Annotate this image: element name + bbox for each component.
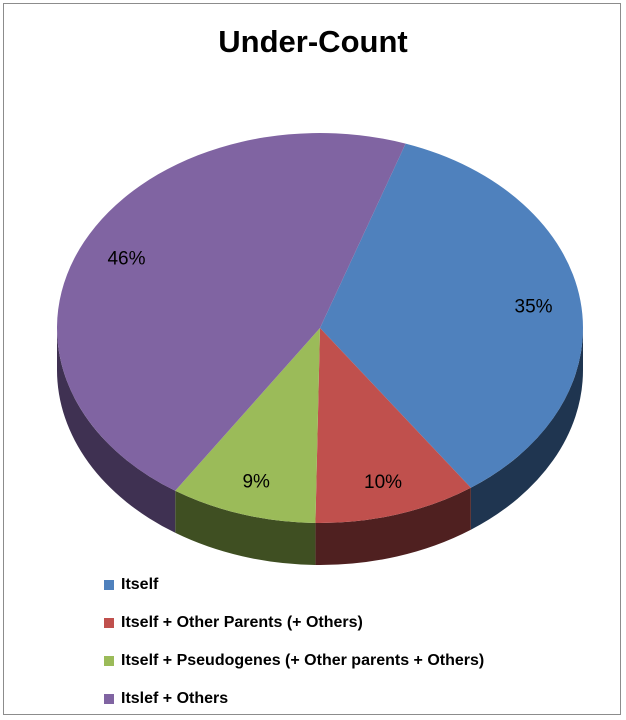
pie-label-itslef-others: 46% bbox=[107, 248, 145, 269]
pie-tops bbox=[57, 132, 583, 523]
legend-label: Itself + Pseudogenes (+ Other parents + … bbox=[121, 652, 485, 669]
legend-label: Itself bbox=[121, 576, 159, 593]
legend-swatch bbox=[104, 694, 114, 704]
legend-item-itself: Itself bbox=[104, 566, 484, 604]
legend-item-itself-other-parents-others: Itself + Other Parents (+ Others) bbox=[104, 604, 484, 642]
pie-side-itself-pseudogenes-other-parents-others bbox=[175, 490, 316, 565]
pie-side-itslef-others bbox=[57, 328, 176, 533]
pie-slice-itself-other-parents-others bbox=[315, 328, 471, 523]
pie-side-itself-other-parents-others bbox=[315, 487, 471, 565]
legend-swatch bbox=[104, 656, 114, 666]
chart-title: Under-Count bbox=[218, 24, 408, 59]
pie-label-itself: 35% bbox=[515, 297, 553, 318]
legend: Itself Itself + Other Parents (+ Others) I… bbox=[104, 566, 484, 718]
legend-swatch bbox=[104, 618, 114, 628]
legend-label: Itself + Other Parents (+ Others) bbox=[121, 614, 363, 631]
pie-labels: 35% 10% 9% 46% bbox=[107, 248, 552, 493]
legend-item-itslef-others: Itslef + Others bbox=[104, 680, 484, 718]
pie-slice-itself-pseudogenes-other-parents-others bbox=[175, 328, 320, 523]
pie-side-itself bbox=[470, 328, 583, 530]
pie-slice-itself bbox=[320, 143, 583, 488]
pie-slice-itslef-others bbox=[57, 132, 406, 491]
legend-swatch bbox=[104, 580, 114, 590]
legend-item-itself-pseudogenes-other-parents-others: Itself + Pseudogenes (+ Other parents + … bbox=[104, 642, 484, 680]
pie-label-itself-other-parents-others: 10% bbox=[364, 472, 402, 493]
pie-label-itself-pseudogenes-other-parents-others: 9% bbox=[242, 472, 270, 493]
pie-sides bbox=[57, 328, 583, 565]
legend-label: Itslef + Others bbox=[121, 690, 229, 707]
